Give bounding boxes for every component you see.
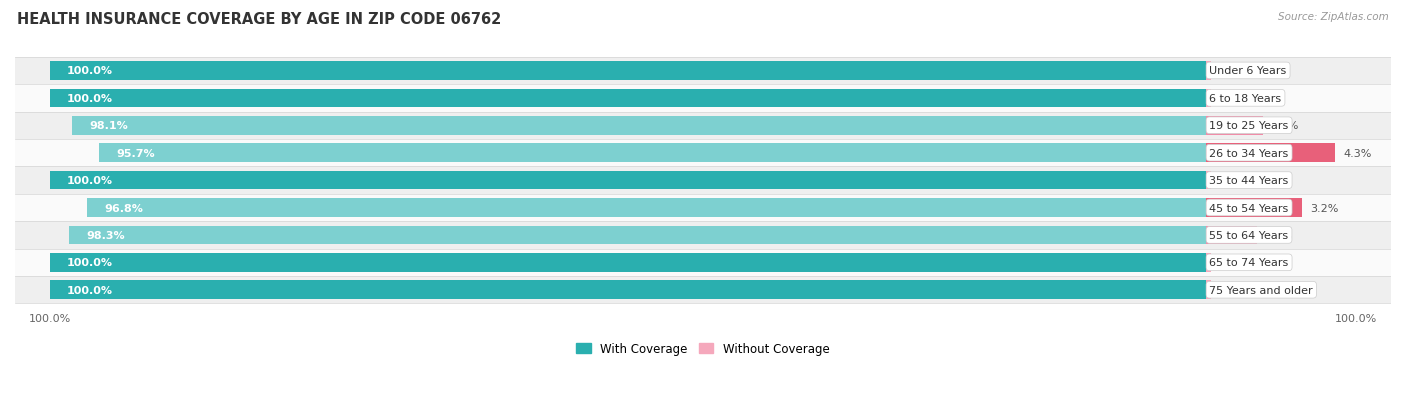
Text: 55 to 64 Years: 55 to 64 Years <box>1209 230 1288 240</box>
Bar <box>1206 226 1257 244</box>
Bar <box>1206 171 1211 190</box>
Text: 100.0%: 100.0% <box>67 285 112 295</box>
Bar <box>1206 62 1211 81</box>
Text: 100.0%: 100.0% <box>67 94 112 104</box>
Bar <box>15 140 1391 167</box>
Text: 26 to 34 Years: 26 to 34 Years <box>1209 148 1289 158</box>
Bar <box>49 89 1206 108</box>
Text: 0.0%: 0.0% <box>1216 94 1244 104</box>
Bar <box>49 62 1206 81</box>
Bar <box>15 112 1391 140</box>
Text: 6 to 18 Years: 6 to 18 Years <box>1209 94 1282 104</box>
Bar <box>1206 116 1263 135</box>
Text: 96.8%: 96.8% <box>104 203 143 213</box>
Text: 98.1%: 98.1% <box>89 121 128 131</box>
Bar <box>49 171 1206 190</box>
Bar <box>15 85 1391 112</box>
Bar <box>1206 89 1211 108</box>
Text: HEALTH INSURANCE COVERAGE BY AGE IN ZIP CODE 06762: HEALTH INSURANCE COVERAGE BY AGE IN ZIP … <box>17 12 501 27</box>
Bar <box>1206 144 1336 163</box>
Bar <box>15 167 1391 195</box>
Bar <box>15 57 1391 85</box>
Bar <box>1206 254 1211 272</box>
Bar <box>1206 199 1302 217</box>
Text: 1.7%: 1.7% <box>1265 230 1294 240</box>
Legend: With Coverage, Without Coverage: With Coverage, Without Coverage <box>572 337 834 360</box>
Text: 0.0%: 0.0% <box>1216 176 1244 186</box>
Text: 95.7%: 95.7% <box>117 148 156 158</box>
Bar <box>15 249 1391 276</box>
Bar <box>87 199 1206 217</box>
Text: 65 to 74 Years: 65 to 74 Years <box>1209 258 1289 268</box>
Text: 98.3%: 98.3% <box>87 230 125 240</box>
Text: Source: ZipAtlas.com: Source: ZipAtlas.com <box>1278 12 1389 22</box>
Bar <box>1206 281 1211 299</box>
Text: 45 to 54 Years: 45 to 54 Years <box>1209 203 1289 213</box>
Bar <box>15 195 1391 222</box>
Text: 0.0%: 0.0% <box>1216 258 1244 268</box>
Bar <box>15 276 1391 304</box>
Text: 0.0%: 0.0% <box>1216 285 1244 295</box>
Bar <box>100 144 1206 163</box>
Text: Under 6 Years: Under 6 Years <box>1209 66 1286 76</box>
Text: 100.0%: 100.0% <box>67 176 112 186</box>
Text: 35 to 44 Years: 35 to 44 Years <box>1209 176 1289 186</box>
Text: 0.0%: 0.0% <box>1216 66 1244 76</box>
Text: 100.0%: 100.0% <box>67 66 112 76</box>
Bar <box>49 281 1206 299</box>
Bar <box>72 116 1206 135</box>
Text: 4.3%: 4.3% <box>1343 148 1372 158</box>
Text: 100.0%: 100.0% <box>67 258 112 268</box>
Text: 3.2%: 3.2% <box>1310 203 1339 213</box>
Bar <box>15 222 1391 249</box>
Bar <box>49 254 1206 272</box>
Bar <box>69 226 1206 244</box>
Text: 1.9%: 1.9% <box>1271 121 1299 131</box>
Text: 75 Years and older: 75 Years and older <box>1209 285 1313 295</box>
Text: 19 to 25 Years: 19 to 25 Years <box>1209 121 1289 131</box>
